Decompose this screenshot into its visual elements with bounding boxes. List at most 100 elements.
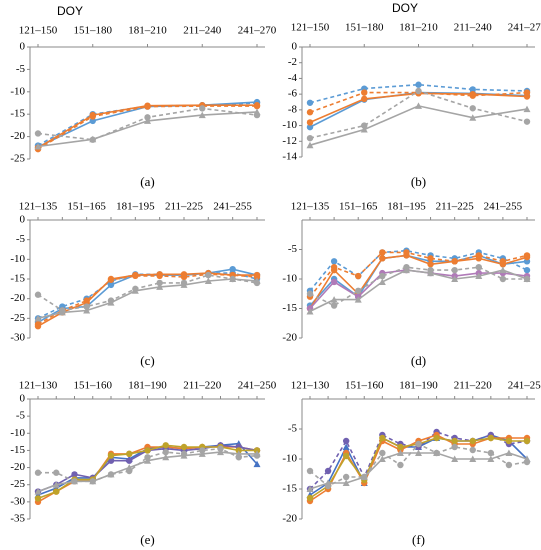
y-tick-label: -35 [10, 513, 25, 525]
y-tick-label: -6 [288, 88, 298, 100]
point [132, 272, 139, 280]
point [89, 113, 96, 120]
point [378, 455, 386, 462]
x-tick-label: 151–165 [339, 201, 378, 213]
point [355, 272, 362, 280]
point [180, 443, 188, 451]
point [342, 479, 350, 486]
series-line [309, 251, 528, 298]
point [59, 307, 66, 314]
y-tick-label: -20 [10, 130, 25, 142]
point [156, 279, 163, 287]
x-tick-label: 211–220 [183, 380, 222, 392]
point [354, 296, 362, 303]
x-tick-label: 181–210 [128, 25, 167, 37]
y-tick-label: -25 [10, 478, 25, 490]
y-tick-label: -20 [282, 332, 297, 344]
point [204, 277, 212, 284]
point [433, 434, 440, 442]
point [330, 258, 338, 265]
point [306, 134, 314, 142]
y-tick-label: -20 [282, 513, 297, 525]
y-tick-label: 0 [292, 41, 298, 53]
point [487, 455, 495, 462]
x-tick-label: 211–240 [454, 22, 493, 34]
point [107, 471, 115, 478]
point [162, 448, 169, 456]
point [306, 494, 314, 502]
point [451, 275, 459, 282]
point [71, 478, 78, 485]
point [144, 117, 151, 124]
point [505, 461, 513, 469]
point [89, 117, 96, 125]
point [306, 290, 314, 297]
point [499, 258, 507, 265]
x-tick-label: 211–220 [454, 380, 493, 392]
point [505, 437, 513, 445]
point [229, 275, 236, 283]
point [34, 291, 42, 298]
point [306, 123, 314, 131]
point [361, 122, 368, 129]
x-tick-label: 241–255 [213, 201, 252, 213]
point [415, 81, 422, 88]
series-line [37, 278, 258, 320]
point [156, 283, 164, 290]
point [523, 458, 531, 466]
panel-title: DOY [392, 1, 418, 15]
point [330, 264, 338, 271]
point [180, 273, 188, 281]
x-tick-label: 181–195 [116, 201, 155, 213]
point [523, 118, 531, 125]
point [52, 481, 60, 488]
point [53, 488, 60, 495]
x-tick-label: 121–135 [291, 201, 330, 213]
panel-title: DOY [57, 4, 83, 18]
point [427, 266, 434, 274]
point [83, 303, 90, 310]
series-line [309, 266, 527, 307]
point [253, 460, 261, 468]
point [360, 126, 368, 133]
point [505, 449, 513, 456]
point [89, 478, 96, 485]
point [342, 452, 350, 460]
point [107, 457, 115, 464]
y-tick-label: -30 [10, 495, 25, 507]
point [397, 443, 404, 451]
point [396, 449, 404, 456]
x-tick-label: 151–160 [74, 380, 113, 392]
point [523, 437, 531, 445]
point [475, 252, 482, 259]
point [427, 255, 434, 262]
series-line [309, 249, 528, 292]
point [306, 307, 314, 315]
x-tick-label: 241–255 [484, 201, 523, 213]
point [415, 102, 422, 109]
point [378, 278, 386, 285]
x-tick-label: 121–150 [291, 22, 330, 34]
point [403, 264, 410, 271]
y-tick-label: -8 [288, 103, 298, 115]
series-line [309, 269, 528, 310]
point [107, 276, 115, 283]
x-tick-label: 151–160 [345, 380, 384, 392]
point [361, 473, 368, 481]
point [487, 434, 495, 442]
panel-label: (c) [140, 353, 154, 368]
point [324, 482, 332, 490]
y-tick-label: 0 [20, 393, 26, 405]
y-tick-label: -14 [282, 151, 297, 163]
y-tick-label: -15 [282, 483, 297, 495]
point [132, 285, 139, 293]
y-tick-label: -25 [10, 153, 25, 165]
x-tick-label: 181–190 [399, 380, 438, 392]
series-line [309, 452, 528, 490]
point [415, 87, 422, 95]
point [487, 449, 495, 457]
x-tick-label: 121–130 [19, 380, 58, 392]
x-tick-label: 121–130 [291, 380, 330, 392]
point [107, 452, 115, 459]
point [253, 111, 261, 119]
